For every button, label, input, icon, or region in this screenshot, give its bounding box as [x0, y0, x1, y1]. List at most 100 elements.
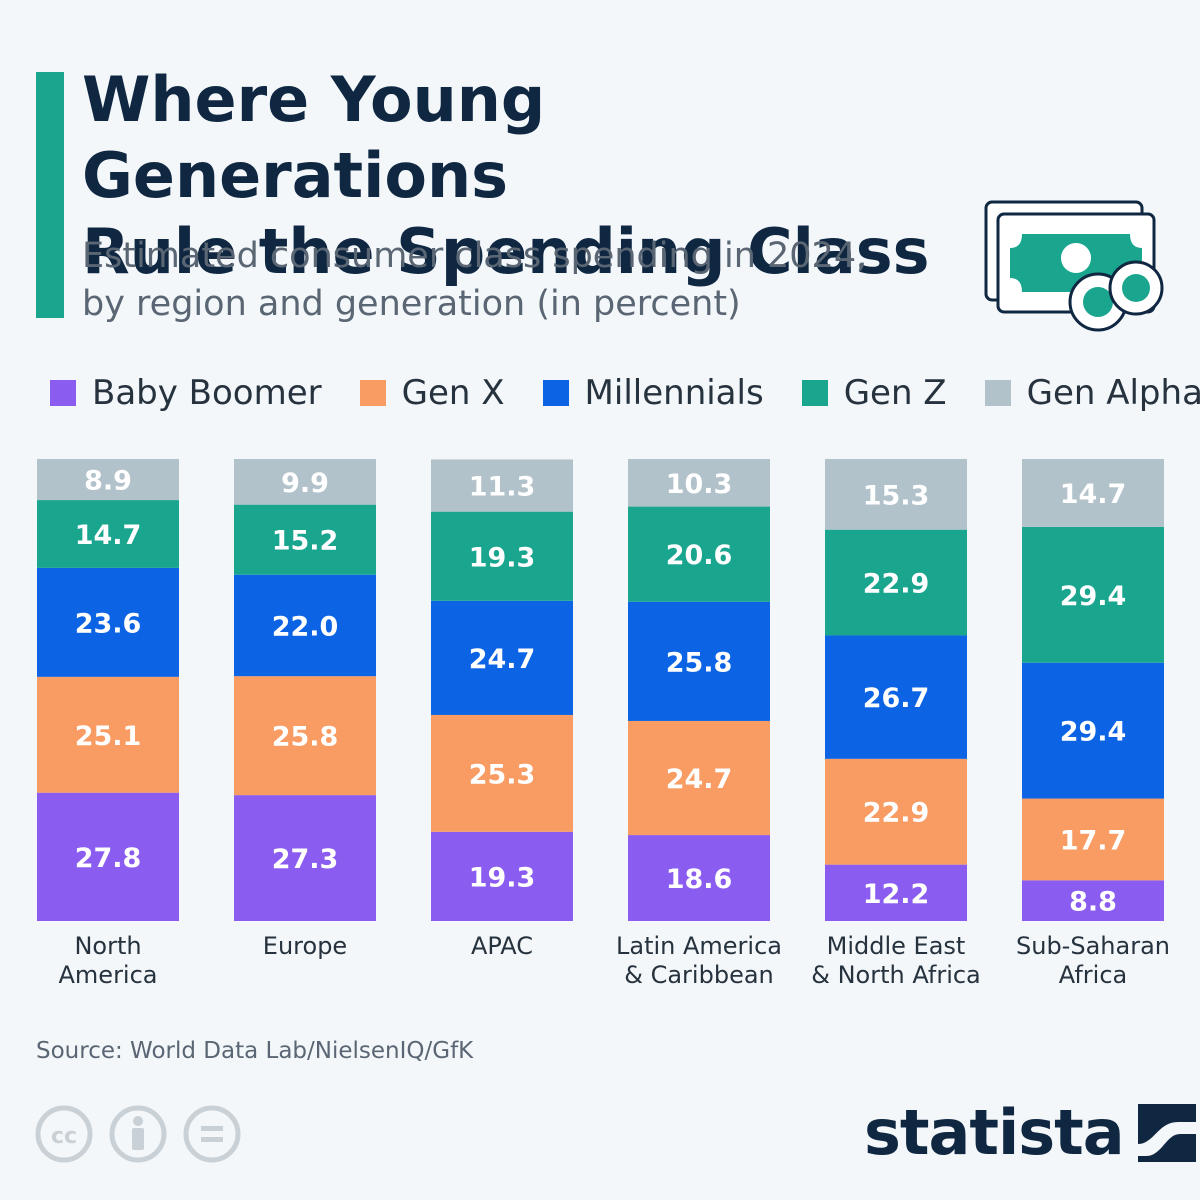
subtitle-line-1: Estimated consumer class spending in 202… — [82, 236, 868, 276]
chart-legend: Baby Boomer Gen X Millennials Gen Z Gen … — [50, 370, 1200, 416]
bar-segment-millennials-3 — [628, 601, 770, 721]
subtitle-line-2: by region and generation (in percent) — [82, 284, 741, 324]
data-label-gen-x-5: 17.7 — [1060, 825, 1127, 856]
bar-segment-millennials-2 — [431, 600, 573, 715]
category-label-3-line-0: Latin America — [616, 932, 782, 960]
statista-logo-icon — [1137, 1104, 1196, 1162]
legend-swatch-gen-x — [359, 380, 386, 406]
data-label-gen-x-0: 25.1 — [75, 721, 142, 752]
bar-segment-gen-alpha-1 — [234, 459, 376, 505]
data-label-millennials-5: 29.4 — [1060, 717, 1127, 748]
money-icon — [984, 200, 1164, 332]
bar-segment-gen-z-3 — [628, 506, 770, 602]
bar-segment-gen-alpha-3 — [628, 459, 770, 507]
chart-title: Where Young Generations Rule the Spendin… — [82, 62, 982, 290]
bar-segment-gen-z-4 — [825, 529, 967, 636]
data-label-gen-alpha-2: 11.3 — [469, 472, 536, 503]
data-label-gen-alpha-4: 15.3 — [863, 480, 930, 511]
attribution-icon[interactable] — [108, 1104, 168, 1164]
bar-segment-gen-z-5 — [1022, 526, 1164, 663]
data-label-gen-alpha-0: 8.9 — [84, 466, 132, 497]
legend-label-gen-x: Gen X — [401, 373, 505, 413]
data-label-gen-x-2: 25.3 — [469, 759, 536, 790]
data-label-millennials-4: 26.7 — [863, 683, 930, 714]
data-label-gen-z-4: 22.9 — [863, 569, 930, 600]
legend-item-millennials: Millennials — [542, 373, 764, 413]
data-label-millennials-3: 25.8 — [666, 647, 733, 678]
category-label-4-line-1: & North Africa — [811, 961, 981, 989]
legend-item-gen-x: Gen X — [359, 373, 505, 413]
legend-swatch-baby-boomer — [50, 380, 76, 406]
bar-segment-baby-boomer-5 — [1022, 880, 1164, 921]
bar-segment-millennials-4 — [825, 635, 967, 759]
legend-item-gen-alpha: Gen Alpha — [984, 373, 1200, 413]
title-line-2: Rule the Spending Class — [82, 215, 930, 288]
data-label-baby-boomer-2: 19.3 — [469, 862, 536, 893]
title-accent-bar — [36, 72, 64, 318]
bar-segment-gen-alpha-5 — [1022, 459, 1164, 527]
legend-label-millennials: Millennials — [584, 373, 764, 413]
data-label-gen-z-0: 14.7 — [75, 520, 142, 551]
bar-segment-gen-alpha-4 — [825, 459, 967, 530]
legend-item-baby-boomer: Baby Boomer — [50, 373, 322, 413]
title-line-1: Where Young Generations — [82, 63, 546, 212]
legend-swatch-gen-z — [801, 380, 828, 406]
category-label-5-line-0: Sub-Saharan — [1016, 932, 1170, 960]
bar-segment-gen-z-1 — [234, 504, 376, 575]
legend-swatch-millennials — [542, 380, 569, 406]
bar-segment-gen-x-5 — [1022, 798, 1164, 881]
data-label-baby-boomer-0: 27.8 — [75, 843, 142, 874]
category-label-4-line-0: Middle East — [827, 932, 966, 960]
bar-segment-gen-x-3 — [628, 720, 770, 836]
data-label-baby-boomer-5: 8.8 — [1069, 887, 1117, 918]
brand-wordmark: statista — [864, 1096, 1125, 1169]
data-label-baby-boomer-3: 18.6 — [666, 864, 733, 895]
data-label-gen-z-1: 15.2 — [272, 526, 339, 557]
source-note: Source: World Data Lab/NielsenIQ/GfK — [36, 1038, 474, 1064]
data-label-gen-alpha-1: 9.9 — [281, 468, 329, 499]
data-label-gen-x-4: 22.9 — [863, 798, 930, 829]
category-label-5-line-1: Africa — [1059, 961, 1127, 989]
data-label-gen-z-5: 29.4 — [1060, 581, 1127, 612]
bar-segment-gen-z-0 — [37, 500, 179, 568]
data-label-baby-boomer-4: 12.2 — [863, 879, 930, 910]
bar-segment-gen-x-1 — [234, 676, 376, 796]
legend-item-gen-z: Gen Z — [801, 373, 947, 413]
bar-segment-baby-boomer-4 — [825, 864, 967, 921]
legend-swatch-gen-alpha — [984, 380, 1011, 406]
legend-label-gen-alpha: Gen Alpha — [1026, 373, 1200, 413]
bar-segment-gen-z-2 — [431, 511, 573, 601]
legend-label-gen-z: Gen Z — [843, 373, 947, 413]
bar-segment-millennials-0 — [37, 567, 179, 677]
chart-subtitle: Estimated consumer class spending in 202… — [82, 232, 962, 328]
data-label-gen-alpha-5: 14.7 — [1060, 479, 1127, 510]
cc-icon[interactable]: cc — [34, 1104, 94, 1164]
data-label-baby-boomer-1: 27.3 — [272, 844, 339, 875]
bar-segment-gen-alpha-2 — [431, 459, 573, 512]
legend-label-baby-boomer: Baby Boomer — [92, 373, 322, 413]
svg-text:cc: cc — [51, 1124, 77, 1149]
category-label-0-line-0: North — [74, 932, 141, 960]
no-derivatives-icon[interactable] — [182, 1104, 242, 1164]
bar-segment-baby-boomer-1 — [234, 795, 376, 921]
bar-segment-gen-alpha-0 — [37, 459, 179, 501]
data-label-millennials-0: 23.6 — [75, 608, 142, 639]
statista-logo[interactable]: statista — [864, 1098, 1196, 1168]
bar-segment-gen-x-0 — [37, 676, 179, 793]
category-label-3-line-1: & Caribbean — [624, 961, 774, 989]
bar-segment-baby-boomer-2 — [431, 831, 573, 921]
bar-segment-gen-x-2 — [431, 714, 573, 832]
data-label-gen-z-2: 19.3 — [469, 542, 536, 573]
data-label-gen-z-3: 20.6 — [666, 540, 733, 571]
category-label-1-line-0: Europe — [263, 932, 347, 960]
data-label-gen-alpha-3: 10.3 — [666, 469, 733, 500]
bar-segment-millennials-5 — [1022, 662, 1164, 799]
bar-segment-baby-boomer-0 — [37, 792, 179, 921]
bar-segment-baby-boomer-3 — [628, 835, 770, 921]
bar-segment-gen-x-4 — [825, 758, 967, 865]
category-label-2-line-0: APAC — [471, 932, 533, 960]
license-icons: cc — [34, 1104, 256, 1164]
category-label-0-line-1: America — [59, 961, 158, 989]
bar-segment-millennials-1 — [234, 574, 376, 677]
